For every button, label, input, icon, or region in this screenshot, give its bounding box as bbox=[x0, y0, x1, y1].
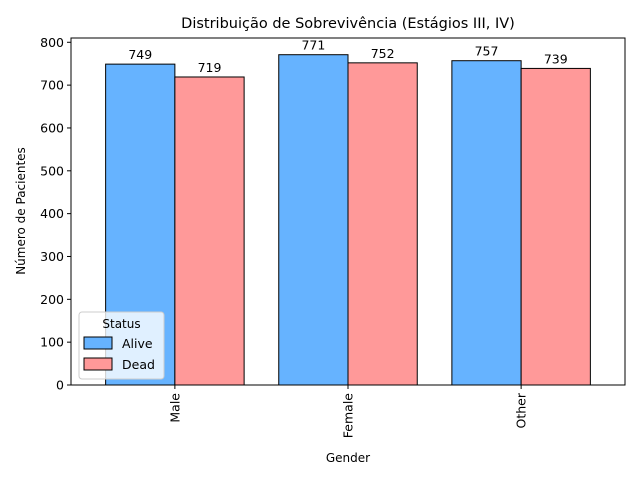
x-tick-label: Male bbox=[167, 393, 182, 423]
legend-swatch-alive bbox=[83, 336, 113, 350]
data-label: 739 bbox=[544, 51, 568, 66]
y-tick-label: 600 bbox=[40, 120, 64, 135]
chart-title: Distribuição de Sobrevivência (Estágios … bbox=[181, 16, 515, 32]
bar-dead-male bbox=[174, 76, 245, 386]
bar-dead-other bbox=[520, 67, 591, 386]
x-axis-label: Gender bbox=[326, 451, 370, 465]
legend-label-dead: Dead bbox=[122, 357, 155, 372]
bar-dead-female bbox=[347, 62, 418, 386]
x-tick-label: Other bbox=[514, 392, 529, 428]
y-tick-label: 200 bbox=[40, 292, 64, 307]
bar-alive-female bbox=[278, 54, 349, 386]
legend-swatch-dead bbox=[83, 357, 113, 371]
y-tick-label: 400 bbox=[40, 206, 64, 221]
data-label: 719 bbox=[198, 60, 222, 75]
y-axis-label: Número de Pacientes bbox=[14, 147, 28, 275]
y-tick-label: 500 bbox=[40, 163, 64, 178]
x-tick-label: Female bbox=[341, 393, 356, 439]
legend: Status Alive Dead bbox=[78, 311, 165, 380]
y-tick-label: 700 bbox=[40, 78, 64, 93]
data-label: 757 bbox=[475, 44, 499, 59]
data-label: 752 bbox=[371, 46, 395, 61]
bar-alive-other bbox=[451, 60, 522, 386]
y-tick-label: 100 bbox=[40, 335, 64, 350]
y-tick-label: 300 bbox=[40, 249, 64, 264]
y-tick-label: 0 bbox=[56, 378, 64, 393]
data-label: 771 bbox=[301, 38, 325, 53]
data-label: 749 bbox=[128, 47, 152, 62]
plot-area: 749 771 757 719 752 739 bbox=[105, 38, 591, 386]
legend-label-alive: Alive bbox=[122, 336, 153, 351]
x-axis: Male Female Other bbox=[167, 385, 529, 439]
y-axis: 0 100 200 300 400 500 600 700 800 bbox=[40, 35, 71, 393]
y-tick-label: 800 bbox=[40, 35, 64, 50]
legend-title: Status bbox=[102, 317, 140, 331]
